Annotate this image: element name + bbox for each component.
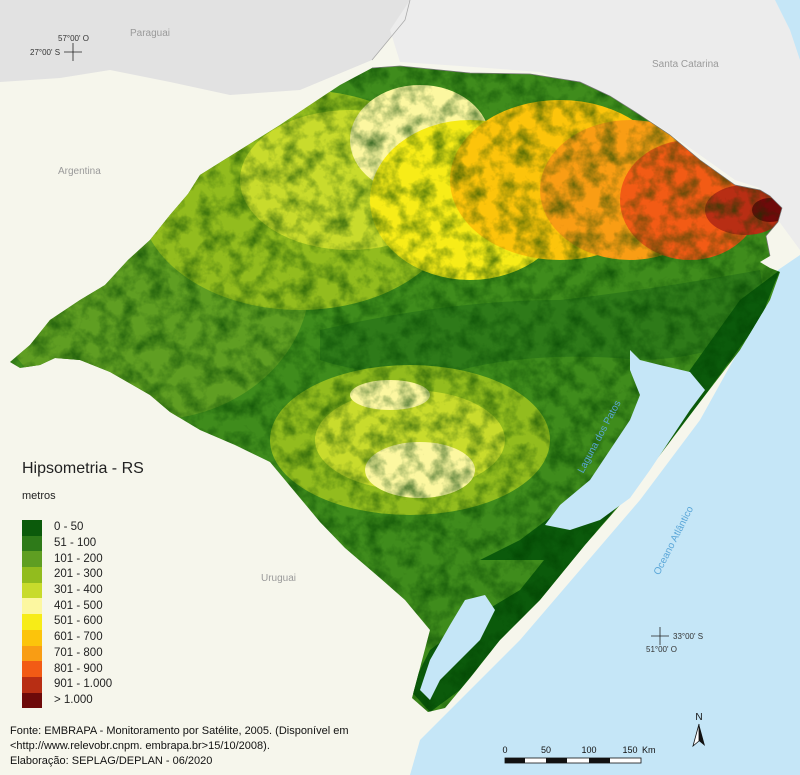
laguna-dos-patos xyxy=(545,350,705,530)
legend-swatch xyxy=(22,661,42,677)
legend-label: 51 - 100 xyxy=(54,537,97,550)
scale-tick-100: 100 xyxy=(581,745,596,755)
legend-label: 401 - 500 xyxy=(54,599,103,612)
legend-swatch xyxy=(22,614,42,630)
legend-title: Hipsometria - RS xyxy=(22,460,144,477)
legend-label: 701 - 800 xyxy=(54,646,103,659)
legend-item: 701 - 800 xyxy=(22,645,112,662)
legend-label: 0 - 50 xyxy=(54,521,84,534)
legend-unit: metros xyxy=(22,490,56,502)
label-paraguai: Paraguai xyxy=(130,28,171,39)
legend-swatch xyxy=(22,645,42,662)
source-line-1: Fonte: EMBRAPA - Monitoramento por Satél… xyxy=(10,725,349,737)
legend-swatch xyxy=(22,567,42,583)
legend-label: 501 - 600 xyxy=(54,615,103,628)
legend-swatch xyxy=(22,676,42,693)
legend-swatch xyxy=(22,582,42,599)
paraguay-area xyxy=(0,0,410,95)
legend-label: 301 - 400 xyxy=(54,584,103,597)
legend-label: > 1.000 xyxy=(54,693,93,706)
scale-unit: Km xyxy=(642,745,656,755)
santa-catarina-area xyxy=(390,0,800,250)
legend-swatch xyxy=(22,598,42,615)
coord-se-lat: 33°00' S xyxy=(673,632,704,641)
label-argentina: Argentina xyxy=(58,166,101,177)
scale-tick-150: 150 xyxy=(622,745,637,755)
legend-item: 201 - 300 xyxy=(22,567,112,583)
legend-label: 901 - 1.000 xyxy=(54,678,113,691)
coord-se-lon: 51°00' O xyxy=(646,645,677,654)
legend-item: 0 - 50 xyxy=(22,520,112,536)
scale-tick-0: 0 xyxy=(502,745,507,755)
legend-swatch xyxy=(22,535,42,552)
legend: 0 - 50 51 - 100 101 - 200 201 - 300 301 - 40… xyxy=(22,520,113,709)
legend-item: 301 - 400 xyxy=(22,582,112,599)
label-santa-catarina: Santa Catarina xyxy=(652,59,719,70)
coord-nw-lon: 57°00' O xyxy=(58,34,89,43)
legend-swatch xyxy=(22,692,42,709)
scale-bar: 0 50 100 150 Km xyxy=(502,745,656,764)
source-line-2: <http://www.relevobr.cnpm. embrapa.br>15… xyxy=(10,740,270,752)
source-text: Fonte: EMBRAPA - Monitoramento por Satél… xyxy=(10,724,410,769)
source-line-3: Elaboração: SEPLAG/DEPLAN - 06/2020 xyxy=(10,755,213,767)
north-arrow-icon: N xyxy=(692,712,705,748)
legend-item: 501 - 600 xyxy=(22,614,112,630)
legend-swatch xyxy=(22,520,42,536)
legend-item: 801 - 900 xyxy=(22,661,112,677)
scale-tick-50: 50 xyxy=(541,745,551,755)
border-paraguay xyxy=(371,0,411,61)
legend-item: > 1.000 xyxy=(22,692,112,709)
legend-swatch xyxy=(22,629,42,646)
legend-item: 51 - 100 xyxy=(22,535,112,552)
legend-label: 201 - 300 xyxy=(54,568,103,581)
legend-item: 401 - 500 xyxy=(22,598,112,615)
coord-cross-nw xyxy=(64,43,82,61)
legend-label: 801 - 900 xyxy=(54,662,103,675)
legend-item: 101 - 200 xyxy=(22,551,112,568)
lagoon-south xyxy=(420,595,495,700)
legend-label: 101 - 200 xyxy=(54,552,103,565)
ocean-area xyxy=(410,255,800,775)
legend-swatch xyxy=(22,551,42,568)
coord-cross-se xyxy=(651,627,669,645)
rs-border xyxy=(371,65,783,257)
coord-nw-lat: 27°00' S xyxy=(30,48,61,57)
north-label: N xyxy=(695,712,702,723)
label-uruguai: Uruguai xyxy=(261,573,297,584)
legend-item: 601 - 700 xyxy=(22,629,112,646)
ocean-top-area xyxy=(775,0,800,60)
legend-item: 901 - 1.000 xyxy=(22,676,113,693)
legend-label: 601 - 700 xyxy=(54,631,103,644)
